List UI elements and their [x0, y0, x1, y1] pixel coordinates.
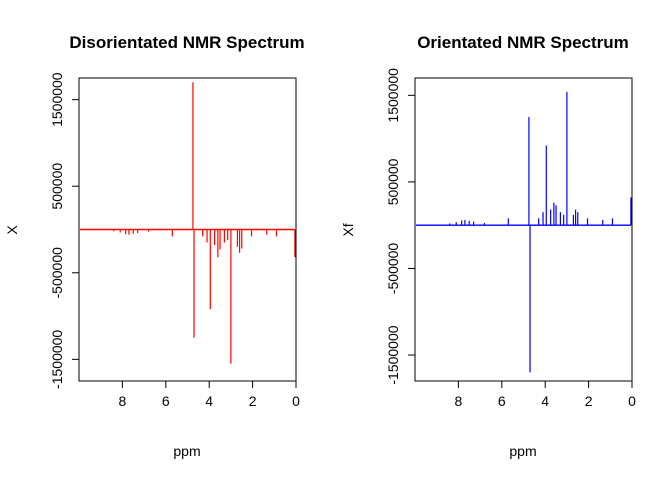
orientated-chart: Orientated NMR Spectrum 8 6 4 2 0 -1500000 -5…: [340, 33, 636, 459]
chart-title: Disorientated NMR Spectrum: [69, 33, 304, 52]
plot-frame: [414, 77, 633, 382]
y-tick-label: -500000: [385, 243, 401, 295]
y-tick-label: -1500000: [385, 325, 401, 384]
x-tick-label: 2: [249, 393, 257, 409]
x-axis-title: ppm: [509, 443, 536, 459]
y-tick-label: -1500000: [49, 330, 65, 389]
y-tick-label: 500000: [385, 158, 401, 205]
plot-frame: [78, 77, 297, 382]
y-axis-title: X: [4, 225, 20, 235]
x-tick-label: 0: [292, 393, 300, 409]
y-tick-label: 1500000: [49, 72, 65, 127]
x-tick-label: 8: [119, 393, 127, 409]
x-tick-label: 0: [628, 393, 636, 409]
spectrum-series: [80, 82, 296, 364]
x-axis: 8 6 4 2 0: [455, 381, 636, 409]
x-tick-label: 4: [205, 393, 213, 409]
x-tick-label: 6: [498, 393, 506, 409]
spectrum-series: [416, 91, 632, 373]
x-tick-label: 2: [585, 393, 593, 409]
y-tick-label: 500000: [49, 163, 65, 210]
x-tick-label: 8: [455, 393, 463, 409]
x-axis: 8 6 4 2 0: [119, 381, 300, 409]
y-axis-title: Xf: [340, 223, 356, 236]
x-axis-title: ppm: [173, 443, 200, 459]
y-tick-label: 1500000: [385, 68, 401, 123]
y-axis: -1500000 -500000 500000 1500000: [385, 68, 415, 385]
chart-title: Orientated NMR Spectrum: [417, 33, 629, 52]
y-tick-label: -500000: [49, 247, 65, 299]
x-tick-label: 6: [162, 393, 170, 409]
x-tick-label: 4: [541, 393, 549, 409]
disorientated-chart: Disorientated NMR Spectrum 8 6 4 2 0 -150000…: [4, 33, 305, 459]
y-axis: -1500000 -500000 500000 1500000: [49, 72, 79, 389]
